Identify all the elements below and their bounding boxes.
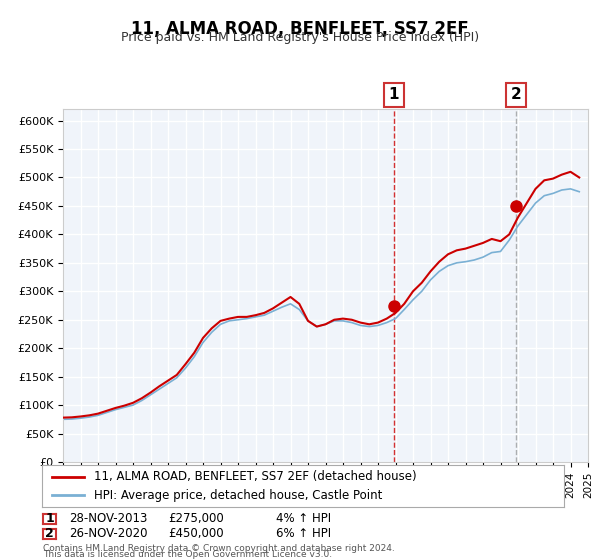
Text: HPI: Average price, detached house, Castle Point: HPI: Average price, detached house, Cast… bbox=[94, 488, 383, 502]
Text: £275,000: £275,000 bbox=[168, 512, 224, 525]
Text: 4% ↑ HPI: 4% ↑ HPI bbox=[276, 512, 331, 525]
Text: 1: 1 bbox=[389, 87, 399, 102]
Text: 6% ↑ HPI: 6% ↑ HPI bbox=[276, 527, 331, 540]
Text: Price paid vs. HM Land Registry's House Price Index (HPI): Price paid vs. HM Land Registry's House … bbox=[121, 31, 479, 44]
Text: 2: 2 bbox=[46, 527, 54, 540]
Text: 11, ALMA ROAD, BENFLEET, SS7 2EF: 11, ALMA ROAD, BENFLEET, SS7 2EF bbox=[131, 20, 469, 38]
Text: Contains HM Land Registry data © Crown copyright and database right 2024.: Contains HM Land Registry data © Crown c… bbox=[43, 544, 395, 553]
Text: 28-NOV-2013: 28-NOV-2013 bbox=[69, 512, 148, 525]
Text: £450,000: £450,000 bbox=[168, 527, 224, 540]
Text: 11, ALMA ROAD, BENFLEET, SS7 2EF (detached house): 11, ALMA ROAD, BENFLEET, SS7 2EF (detach… bbox=[94, 470, 417, 483]
Text: 26-NOV-2020: 26-NOV-2020 bbox=[69, 527, 148, 540]
Text: 2: 2 bbox=[511, 87, 521, 102]
Text: This data is licensed under the Open Government Licence v3.0.: This data is licensed under the Open Gov… bbox=[43, 550, 332, 559]
Text: 1: 1 bbox=[46, 512, 54, 525]
